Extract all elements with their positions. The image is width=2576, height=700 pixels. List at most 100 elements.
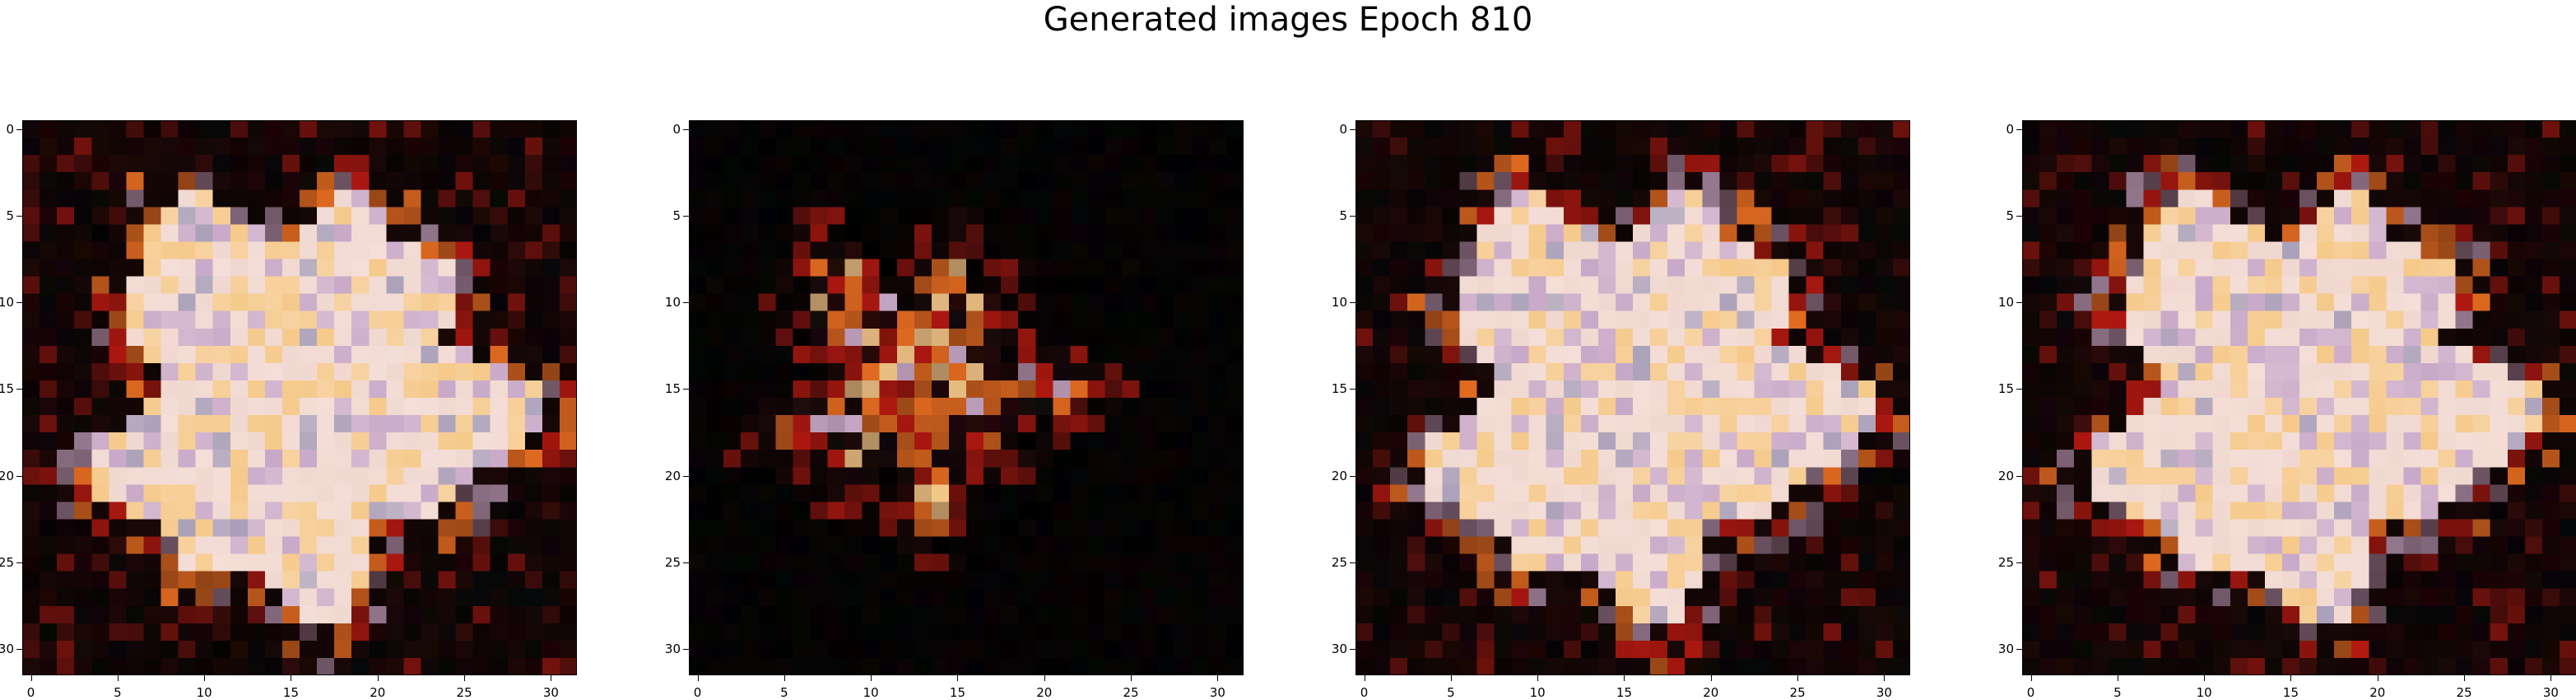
y-tick-label: 30 [664, 642, 681, 657]
x-tick-label: 0 [693, 685, 702, 700]
y-tick-label: 15 [664, 381, 681, 397]
y-tick [1350, 475, 1355, 477]
y-tick-label: 15 [0, 381, 14, 397]
generated-image-1-pixels [22, 120, 577, 675]
y-tick [16, 215, 22, 217]
y-tick [683, 302, 689, 304]
y-tick-label: 0 [1339, 121, 1347, 137]
y-tick [1350, 649, 1355, 651]
y-tick-label: 25 [664, 555, 681, 571]
x-tick-label: 25 [2456, 685, 2472, 700]
x-tick-label: 20 [370, 685, 386, 700]
y-tick-label: 5 [672, 208, 681, 223]
y-tick-label: 20 [0, 468, 14, 483]
x-tick-label: 5 [780, 685, 788, 700]
y-tick [1350, 562, 1355, 564]
x-tick [1044, 675, 1045, 681]
x-tick-label: 0 [26, 685, 35, 700]
x-tick-label: 20 [2369, 685, 2386, 700]
y-tick-label: 25 [0, 555, 14, 571]
x-tick [783, 675, 785, 681]
y-tick-label: 10 [1997, 295, 2014, 310]
x-tick-label: 30 [542, 685, 559, 700]
y-tick [2016, 215, 2022, 217]
x-tick-label: 25 [1789, 685, 1806, 700]
x-tick-label: 0 [2026, 685, 2035, 700]
y-tick [2016, 128, 2022, 130]
y-tick [16, 475, 22, 477]
x-tick-label: 25 [1123, 685, 1139, 700]
y-tick-label: 5 [6, 208, 14, 223]
y-tick-label: 20 [664, 468, 681, 483]
x-tick [871, 675, 872, 681]
y-tick [16, 128, 22, 130]
generated-image-3 [1355, 120, 1910, 675]
generated-image-3-pixels [1355, 120, 1910, 675]
x-tick [2550, 675, 2552, 681]
y-tick [1350, 215, 1355, 217]
x-tick-label: 5 [114, 685, 122, 700]
x-tick-label: 10 [196, 685, 212, 700]
y-tick [1350, 128, 1355, 130]
x-tick [2204, 675, 2206, 681]
x-tick-label: 15 [949, 685, 966, 700]
y-tick-label: 0 [2006, 121, 2014, 137]
y-tick [1350, 302, 1355, 304]
y-tick [683, 475, 689, 477]
x-tick-label: 15 [1616, 685, 1633, 700]
x-tick [1884, 675, 1886, 681]
x-tick [697, 675, 699, 681]
x-tick [1217, 675, 1219, 681]
x-tick-label: 15 [282, 685, 300, 700]
x-tick [30, 675, 32, 681]
y-tick [683, 128, 689, 130]
y-tick-label: 15 [1331, 381, 1347, 397]
y-tick [683, 649, 689, 651]
x-tick [1797, 675, 1799, 681]
y-tick-label: 10 [1331, 295, 1347, 310]
x-tick-label: 20 [1703, 685, 1719, 700]
x-tick-label: 5 [2113, 685, 2122, 700]
x-tick-label: 15 [2282, 685, 2299, 700]
y-tick [2016, 389, 2022, 390]
x-tick [464, 675, 466, 681]
x-tick [1131, 675, 1132, 681]
x-tick [2464, 675, 2466, 681]
y-tick [16, 649, 22, 651]
y-tick-label: 0 [6, 121, 14, 137]
y-tick [1350, 389, 1355, 390]
y-tick-label: 30 [1997, 642, 2014, 657]
y-tick [16, 389, 22, 390]
y-tick-label: 10 [0, 295, 14, 310]
y-tick [2016, 649, 2022, 651]
y-tick [683, 215, 689, 217]
x-tick-label: 10 [2196, 685, 2212, 700]
x-tick [1710, 675, 1712, 681]
generated-image-2-frame [689, 120, 1244, 675]
y-tick-label: 20 [1997, 468, 2014, 483]
y-tick-label: 0 [672, 121, 681, 137]
y-tick-label: 30 [1331, 642, 1347, 657]
generated-image-4-pixels [2022, 120, 2576, 675]
generated-image-2-pixels [689, 120, 1244, 675]
generated-image-1 [22, 120, 577, 675]
y-tick-label: 25 [1997, 555, 2014, 571]
y-tick [16, 562, 22, 564]
generated-image-1-frame [22, 120, 577, 675]
y-tick [2016, 302, 2022, 304]
y-tick-label: 25 [1331, 555, 1347, 571]
x-tick [957, 675, 959, 681]
y-tick-label: 20 [1331, 468, 1347, 483]
x-tick [1537, 675, 1539, 681]
x-tick-label: 20 [1036, 685, 1053, 700]
y-tick [683, 389, 689, 390]
x-tick [2290, 675, 2292, 681]
x-tick-label: 0 [1360, 685, 1369, 700]
y-tick-label: 5 [1339, 208, 1347, 223]
x-tick [204, 675, 206, 681]
x-tick-label: 30 [1876, 685, 1892, 700]
y-tick-label: 10 [664, 295, 681, 310]
x-tick [1624, 675, 1625, 681]
y-tick-label: 15 [1997, 381, 2014, 397]
y-tick [683, 562, 689, 564]
